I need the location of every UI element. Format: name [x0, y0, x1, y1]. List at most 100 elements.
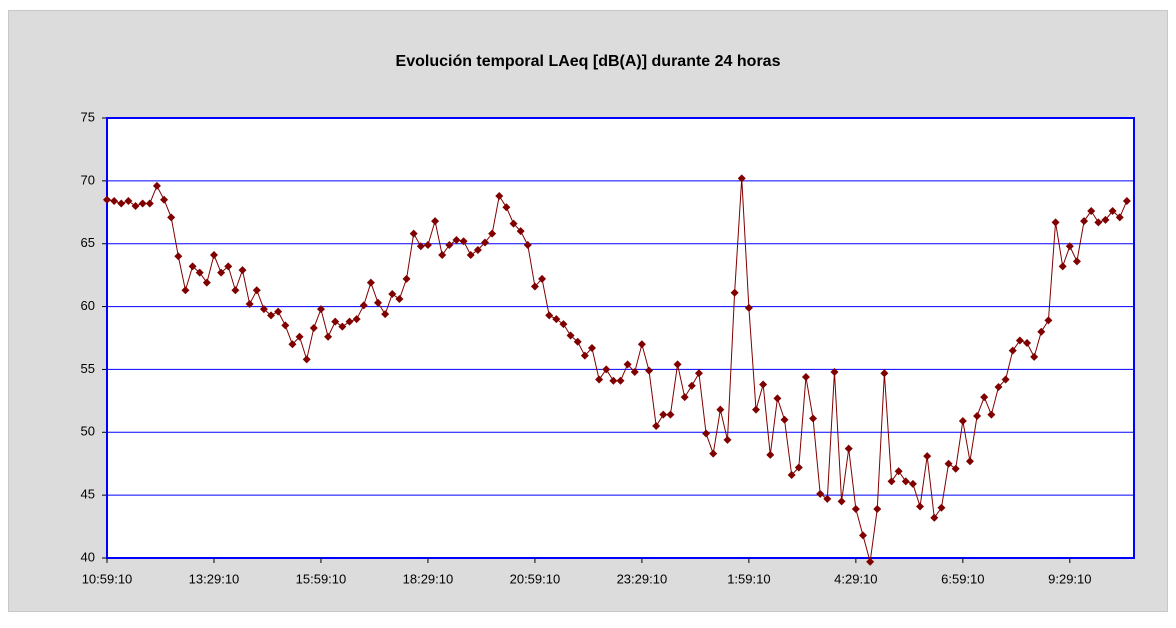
data-point [1030, 352, 1039, 361]
data-point [202, 278, 211, 287]
data-point [224, 262, 233, 271]
data-point [423, 240, 432, 249]
data-point [866, 557, 875, 566]
data-point [830, 367, 839, 376]
chart-title: Evolución temporal LAeq [dB(A)] durante … [396, 53, 781, 70]
data-point [374, 298, 383, 307]
data-point [851, 504, 860, 513]
data-point [1080, 217, 1089, 226]
data-point [1094, 218, 1103, 227]
x-tick-label: 10:59:10 [82, 571, 133, 586]
data-point [894, 467, 903, 476]
data-point [231, 286, 240, 295]
data-point [138, 199, 147, 208]
plot-area [107, 118, 1134, 558]
data-point [994, 383, 1003, 392]
data-point [908, 479, 917, 488]
data-point [295, 332, 304, 341]
data-point [345, 317, 354, 326]
data-point [488, 229, 497, 238]
data-point [252, 286, 261, 295]
data-point [1015, 336, 1024, 345]
data-point [1001, 375, 1010, 384]
data-point [495, 191, 504, 200]
data-point [352, 315, 361, 324]
x-tick-label: 20:59:10 [510, 571, 561, 586]
data-point [388, 290, 397, 298]
data-point [759, 380, 768, 389]
data-point [160, 195, 169, 204]
data-point [944, 459, 953, 468]
data-point [545, 311, 554, 320]
data-point [188, 262, 197, 271]
data-point [338, 322, 347, 331]
data-point [145, 199, 154, 208]
y-tick-label: 45 [81, 487, 95, 502]
data-point [117, 199, 126, 208]
data-point [609, 376, 618, 385]
data-point [637, 340, 646, 349]
data-point [131, 202, 140, 210]
data-point [587, 344, 596, 353]
data-point [316, 305, 325, 314]
data-point [466, 251, 475, 260]
data-point [737, 174, 746, 183]
data-point [858, 531, 867, 540]
data-point [980, 393, 989, 402]
data-point [880, 369, 889, 378]
data-point [431, 217, 440, 226]
data-point [901, 477, 910, 486]
data-point [1044, 316, 1053, 325]
data-point [694, 369, 703, 378]
data-point [1023, 339, 1032, 348]
data-point [973, 411, 982, 420]
data-point [152, 181, 161, 190]
data-point [702, 429, 711, 438]
data-point [195, 268, 204, 277]
data-point [730, 288, 739, 297]
data-point [773, 394, 782, 403]
data-point [923, 452, 932, 461]
data-point [1058, 262, 1067, 271]
data-point [987, 410, 996, 419]
data-point [402, 274, 411, 283]
data-point [930, 513, 939, 522]
data-point [245, 300, 254, 309]
data-point [302, 355, 311, 364]
data-point [716, 405, 725, 414]
data-point [580, 351, 589, 360]
data-point [873, 504, 882, 513]
data-point [459, 237, 468, 246]
data-point [174, 252, 183, 261]
data-point [409, 229, 418, 238]
data-point [110, 196, 119, 205]
data-point [359, 301, 368, 310]
data-point [480, 238, 489, 247]
data-point [958, 416, 967, 425]
data-point [823, 494, 832, 503]
data-point [238, 266, 247, 275]
x-tick-label: 18:29:10 [403, 571, 454, 586]
data-point [602, 365, 611, 374]
y-tick-label: 75 [81, 109, 95, 124]
data-point [965, 457, 974, 466]
data-point [502, 203, 511, 212]
data-point [816, 489, 825, 498]
data-point [1101, 215, 1110, 224]
data-point [530, 282, 539, 291]
data-point [916, 502, 925, 511]
data-point [680, 393, 689, 402]
data-point [809, 414, 818, 423]
data-point [381, 310, 390, 319]
data-point [167, 213, 176, 222]
y-tick-label: 40 [81, 549, 95, 564]
x-tick-label: 6:59:10 [941, 571, 984, 586]
data-point [887, 477, 896, 486]
data-point [452, 235, 461, 244]
data-point [616, 376, 625, 385]
data-point [1037, 327, 1046, 336]
data-point [366, 278, 375, 287]
data-point [844, 444, 853, 453]
data-point [673, 360, 682, 369]
data-point [324, 332, 333, 341]
